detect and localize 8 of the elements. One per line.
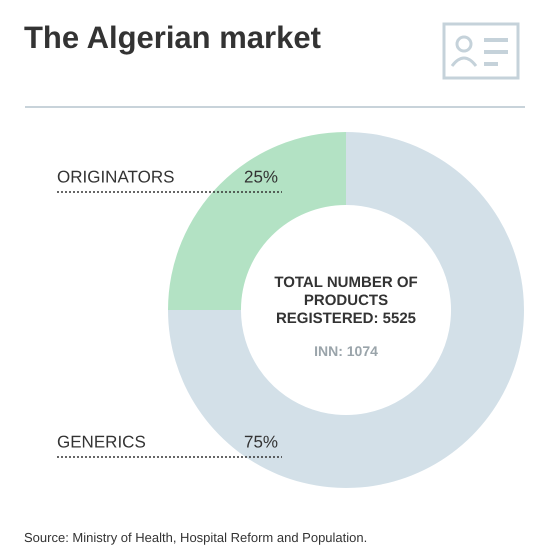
data-label: 75% [244, 432, 278, 452]
slice-label: GENERICS [57, 432, 146, 452]
text: TOTAL NUMBER OF PRODUCTS REGISTERED: 5525 [273, 274, 419, 328]
data-label: 25% [244, 168, 278, 187]
text: INN: 1074 [313, 343, 379, 359]
chart-title: The Algerian market [24, 20, 321, 56]
slice-label: ORIGINATORS [57, 168, 174, 187]
source-note: Source: Ministry of Health, Hospital Reform and Population. [24, 530, 368, 545]
